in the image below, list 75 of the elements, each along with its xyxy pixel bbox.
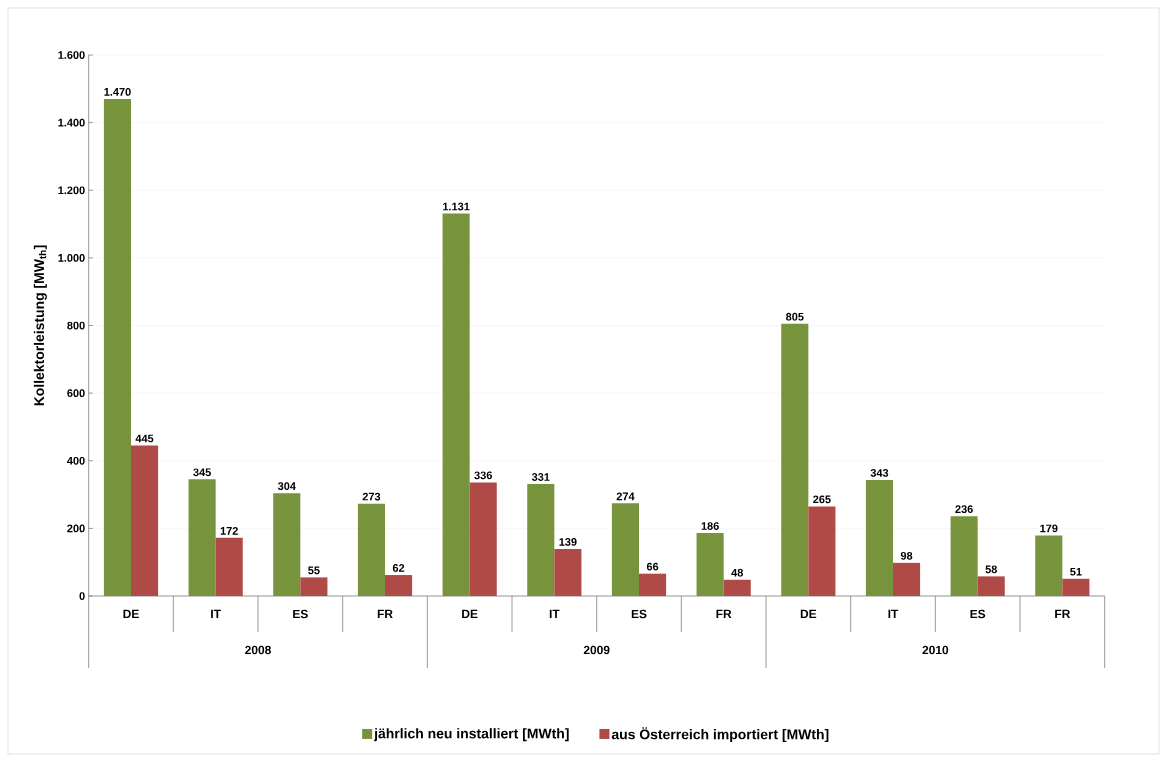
y-tick-label: 0 — [79, 592, 85, 600]
text: 2009 — [583, 645, 610, 655]
bar — [723, 579, 751, 596]
legend-label: aus Österreich importiert [MWth] — [611, 727, 829, 743]
data-label: 236 — [955, 505, 973, 514]
data-label: 179 — [1040, 524, 1058, 533]
bar — [527, 484, 555, 596]
x-tick-label: IT — [888, 609, 899, 618]
data-label: 274 — [616, 492, 635, 501]
y-tick-label: 400 — [67, 456, 85, 465]
y-tick-label: 200 — [67, 524, 85, 533]
y-tick-label: 800 — [67, 321, 85, 330]
data-label: 304 — [277, 482, 296, 491]
data-label: 55 — [308, 566, 320, 575]
bar — [808, 506, 836, 596]
bar — [781, 323, 809, 596]
data-label: 1.470 — [104, 88, 131, 96]
data-label: 1.131 — [443, 202, 470, 211]
bar — [639, 573, 667, 596]
data-label: 343 — [870, 469, 889, 477]
x-tick-label: FR — [377, 609, 393, 618]
bar — [131, 445, 159, 596]
bar — [1062, 578, 1090, 596]
text: 2008 — [245, 645, 271, 655]
legend-label: jährlich neu installiert [MWth] — [373, 728, 569, 742]
bar — [977, 576, 1005, 596]
y-tick-label: 1.600 — [58, 51, 85, 59]
x-tick-label: ES — [293, 609, 308, 619]
y-tick-label: 1.000 — [58, 254, 85, 262]
data-label: 51 — [1070, 567, 1082, 576]
bar — [273, 493, 301, 596]
bar — [385, 575, 413, 596]
x-tick-label: ES — [631, 609, 647, 619]
data-label: 66 — [646, 562, 659, 571]
bar — [950, 516, 978, 596]
data-label: 336 — [474, 471, 492, 480]
x-tick-label: DE — [123, 609, 139, 618]
data-label: 273 — [362, 492, 381, 501]
y-tick-label: 600 — [67, 389, 85, 398]
x-tick-label: IT — [211, 609, 221, 618]
y-tick-label: 1.200 — [58, 186, 85, 195]
data-label: 186 — [701, 522, 719, 530]
x-tick-label: DE — [800, 609, 817, 618]
data-label: 48 — [731, 568, 743, 577]
data-label: 62 — [392, 564, 405, 572]
y-tick-label: 1.400 — [58, 118, 85, 127]
bar — [893, 562, 921, 596]
x-tick-label: DE — [462, 609, 478, 618]
bar — [696, 533, 724, 596]
data-label: 331 — [531, 473, 550, 481]
data-label: 345 — [193, 468, 211, 477]
bar — [865, 480, 894, 596]
y-axis-title: Kollektorleistung [MW$_{th}$] — [33, 245, 47, 406]
bar — [215, 537, 243, 596]
x-tick-label: FR — [1055, 609, 1071, 618]
bar — [554, 549, 582, 596]
data-label: 445 — [135, 434, 154, 443]
bar — [442, 213, 470, 596]
data-label: 805 — [785, 312, 804, 321]
data-label: 58 — [985, 565, 997, 574]
bar — [611, 503, 639, 596]
data-label: 139 — [559, 538, 577, 546]
bar — [300, 577, 328, 596]
bar — [1035, 535, 1063, 596]
x-tick-label: ES — [970, 609, 986, 619]
data-label: 98 — [900, 551, 913, 560]
bar — [469, 482, 497, 596]
bar — [357, 503, 385, 596]
x-tick-label: IT — [549, 609, 560, 618]
data-label: 172 — [220, 527, 238, 535]
bar — [188, 479, 216, 596]
x-tick-label: FR — [716, 609, 732, 618]
bar — [103, 98, 131, 596]
data-label: 265 — [813, 495, 831, 504]
text: 2010 — [922, 645, 949, 655]
